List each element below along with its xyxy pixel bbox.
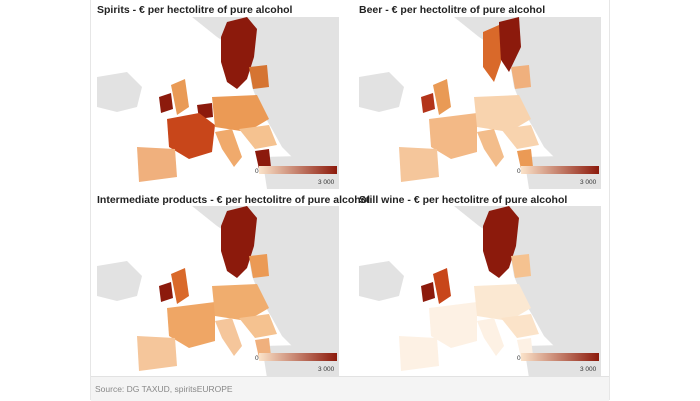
color-scale-bar bbox=[521, 353, 599, 361]
scale-min-label: 0 bbox=[517, 168, 521, 175]
scale-max-label: 3 000 bbox=[580, 179, 597, 186]
region-finland bbox=[499, 17, 521, 72]
region-uk bbox=[433, 268, 451, 304]
region-finland-sweden bbox=[483, 206, 519, 278]
region-central bbox=[212, 95, 269, 132]
region-western bbox=[429, 113, 477, 159]
scale-max-label: 3 000 bbox=[580, 366, 597, 373]
figure-frame: Spirits - € per hectolitre of pure alcoh… bbox=[90, 0, 610, 401]
scale-max-label: 3 000 bbox=[318, 366, 335, 373]
region-balkans bbox=[501, 314, 539, 338]
non-eu-landmass bbox=[359, 17, 601, 189]
color-scale-bar bbox=[259, 353, 337, 361]
scale-min-label: 0 bbox=[255, 355, 259, 362]
panel-title-still-wine: Still wine - € per hectolitre of pure al… bbox=[359, 194, 568, 206]
region-ireland bbox=[159, 93, 173, 113]
region-finland-sweden bbox=[221, 17, 257, 89]
region-western bbox=[429, 302, 477, 348]
region-italy bbox=[215, 318, 242, 356]
scale-min-label: 0 bbox=[517, 355, 521, 362]
map-intermediate: 0 3 000 bbox=[97, 206, 339, 378]
map-spirits: 0 3 000 bbox=[97, 17, 339, 189]
region-ireland bbox=[421, 282, 435, 302]
region-central bbox=[474, 95, 531, 132]
region-balkans bbox=[239, 314, 277, 338]
region-iberia bbox=[399, 336, 439, 371]
region-greece bbox=[255, 149, 271, 169]
source-note: Source: DG TAXUD, spiritsEUROPE bbox=[95, 384, 233, 394]
region-western bbox=[167, 302, 215, 348]
region-baltic bbox=[511, 65, 531, 89]
region-balkans bbox=[239, 125, 277, 149]
non-eu-landmass bbox=[97, 17, 339, 189]
region-iberia bbox=[137, 147, 177, 182]
panel-title-intermediate: Intermediate products - € per hectolitre… bbox=[97, 194, 371, 206]
region-greece bbox=[517, 149, 533, 169]
non-eu-landmass bbox=[359, 206, 601, 378]
scale-min-label: 0 bbox=[255, 168, 259, 175]
scale-max-label: 3 000 bbox=[318, 179, 335, 186]
region-sweden bbox=[483, 25, 501, 82]
region-central bbox=[212, 284, 269, 321]
region-iberia bbox=[399, 147, 439, 182]
panel-title-beer: Beer - € per hectolitre of pure alcohol bbox=[359, 4, 546, 16]
region-france bbox=[167, 113, 215, 159]
region-italy bbox=[215, 129, 242, 167]
region-central bbox=[474, 284, 531, 321]
region-iberia bbox=[137, 336, 177, 371]
region-baltic bbox=[249, 254, 269, 278]
region-italy bbox=[477, 318, 504, 356]
region-ireland bbox=[421, 93, 435, 113]
map-beer: 0 3 000 bbox=[359, 17, 601, 189]
color-scale-bar bbox=[259, 166, 337, 174]
region-uk bbox=[171, 79, 189, 115]
color-scale-bar bbox=[521, 166, 599, 174]
region-italy bbox=[477, 129, 504, 167]
map-still-wine: 0 3 000 bbox=[359, 206, 601, 378]
region-uk bbox=[433, 79, 451, 115]
region-baltic bbox=[249, 65, 269, 89]
region-uk bbox=[171, 268, 189, 304]
footer-band bbox=[91, 376, 609, 401]
region-balkans bbox=[501, 125, 539, 149]
region-ireland bbox=[159, 282, 173, 302]
region-baltic bbox=[511, 254, 531, 278]
panel-title-spirits: Spirits - € per hectolitre of pure alcoh… bbox=[97, 4, 293, 16]
region-finland-sweden bbox=[221, 206, 257, 278]
